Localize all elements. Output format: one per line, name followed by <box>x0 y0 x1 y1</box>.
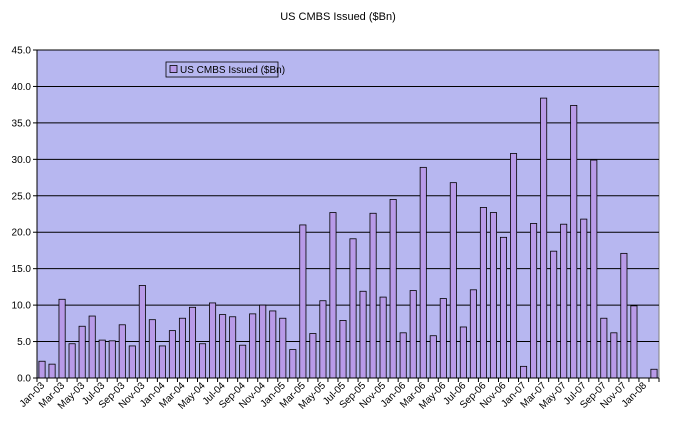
bar <box>88 315 96 379</box>
bar <box>319 300 327 379</box>
bar <box>339 320 347 379</box>
bar <box>369 212 377 379</box>
bar <box>499 236 508 379</box>
bar <box>439 298 447 379</box>
bar <box>118 324 126 379</box>
bar <box>309 333 317 379</box>
bar <box>419 166 427 379</box>
bar <box>269 310 277 379</box>
y-tick-label: 30.0 <box>12 155 32 166</box>
bar <box>128 345 136 379</box>
bar <box>580 218 588 379</box>
y-tick-label: 5.0 <box>17 337 31 348</box>
bar <box>429 335 437 379</box>
bar <box>299 224 307 379</box>
y-tick-label: 40.0 <box>12 82 32 93</box>
bar <box>68 343 76 379</box>
bar <box>359 290 367 379</box>
bar <box>239 344 247 379</box>
bar <box>289 349 297 379</box>
y-tick-label: 25.0 <box>12 191 32 202</box>
legend-box <box>165 61 279 78</box>
bar <box>590 159 598 379</box>
bar <box>409 290 417 379</box>
bar <box>329 212 337 379</box>
y-tick-label: 10.0 <box>12 301 32 312</box>
bar <box>58 298 66 379</box>
bar <box>610 332 618 379</box>
legend: US CMBS Issued ($Bn) <box>165 61 285 78</box>
bar <box>560 223 568 379</box>
y-tick-label: 0.0 <box>17 374 31 385</box>
bar <box>78 325 86 379</box>
y-tick-label: 35.0 <box>12 118 32 129</box>
bar <box>540 97 548 379</box>
bar <box>489 212 497 379</box>
bar <box>178 317 186 379</box>
bar <box>600 317 608 379</box>
bar <box>188 306 197 379</box>
bar <box>449 182 457 379</box>
bar <box>550 250 558 379</box>
bar <box>510 153 518 379</box>
bar <box>229 316 237 379</box>
y-tick-label: 20.0 <box>12 228 32 239</box>
bar <box>38 360 46 379</box>
legend-label: US CMBS Issued ($Bn) <box>180 65 285 76</box>
bar <box>168 330 176 379</box>
chart-title: US CMBS Issued ($Bn) <box>280 11 396 23</box>
bar <box>469 289 477 379</box>
bar <box>650 368 658 379</box>
bar <box>349 238 357 379</box>
bar <box>530 223 538 379</box>
bar <box>630 305 638 379</box>
bar <box>138 285 146 379</box>
bar <box>98 339 106 379</box>
bar <box>259 304 267 379</box>
legend-swatch <box>169 65 178 73</box>
bar <box>479 207 487 379</box>
bar <box>48 363 56 379</box>
bar <box>199 343 207 379</box>
y-axis: 0.0 5.0 10.0 15.0 20.0 25.0 30.0 35.0 40.0 45.0 <box>12 46 38 385</box>
bar <box>570 104 578 379</box>
bar <box>379 296 387 379</box>
bar <box>279 317 287 379</box>
bar <box>620 252 628 379</box>
bars <box>38 97 658 379</box>
bar <box>108 340 116 379</box>
x-axis: Jan-03Mar-03May-03Jul-03Sep-03Nov-03Jan-… <box>18 377 660 412</box>
bar <box>520 365 528 379</box>
bar <box>148 319 156 379</box>
bar <box>459 326 467 379</box>
bar <box>399 332 407 379</box>
bar <box>219 314 227 379</box>
y-tick-label: 15.0 <box>12 264 32 275</box>
bar <box>209 302 217 379</box>
bar <box>249 313 257 379</box>
bar <box>389 199 397 379</box>
y-tick-label: 45.0 <box>12 46 32 57</box>
bar <box>158 345 166 379</box>
